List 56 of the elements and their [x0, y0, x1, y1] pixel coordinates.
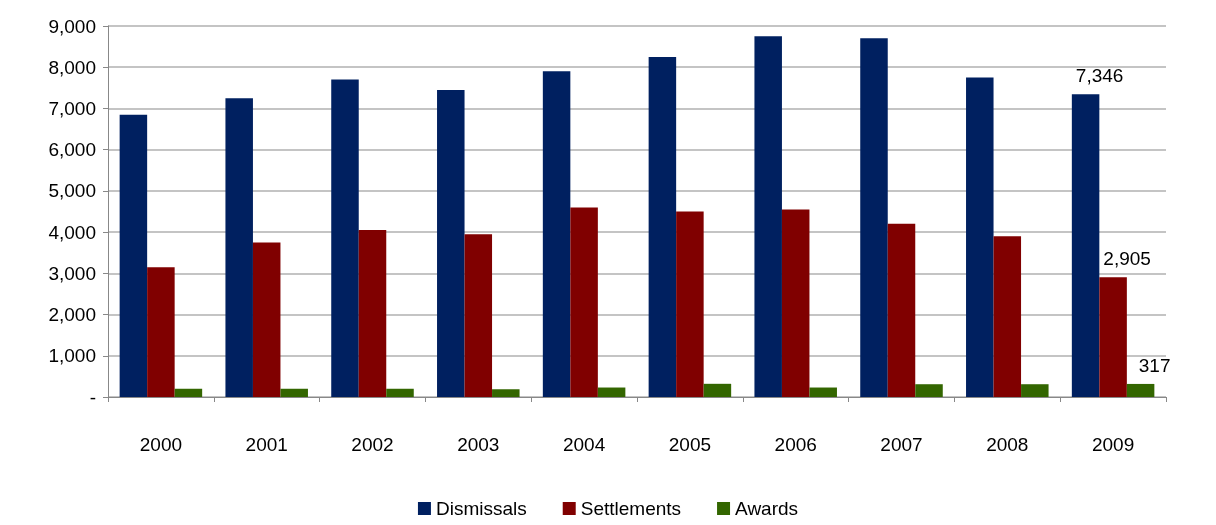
legend-label: Settlements: [580, 498, 682, 519]
legend-label: Awards: [735, 498, 799, 519]
bar: [225, 98, 253, 397]
bar: [887, 223, 916, 397]
bar: [1126, 383, 1155, 397]
bar: [966, 77, 994, 397]
x-tick-label: 2007: [880, 434, 923, 455]
y-tick-label: 9,000: [48, 15, 96, 37]
bar: [464, 234, 493, 397]
y-tick-label: -: [89, 386, 96, 408]
x-tick-label: 2009: [1091, 434, 1135, 455]
y-tick-label: 5,000: [48, 180, 96, 202]
bar: [119, 114, 148, 397]
y-tick-label: 8,000: [48, 56, 96, 78]
x-tick-label: 2006: [774, 434, 817, 455]
bar: [147, 267, 175, 397]
x-tick-label: 2008: [986, 434, 1029, 455]
bar: [993, 236, 1022, 397]
bar: [437, 89, 465, 397]
x-tick-label: 2000: [139, 434, 183, 455]
x-tick-label: 2001: [245, 434, 288, 455]
bar: [915, 384, 943, 397]
y-tick-label: 4,000: [48, 221, 96, 243]
bar: [331, 79, 359, 397]
bar: [703, 383, 732, 397]
bar: [358, 230, 387, 397]
bar: [386, 388, 414, 397]
bar: [809, 387, 837, 397]
bar: [1071, 94, 1100, 397]
x-tick-label: 2004: [562, 434, 606, 455]
x-tick-label: 2002: [351, 434, 394, 455]
x-tick-label: 2005: [668, 434, 712, 455]
y-tick-label: 3,000: [48, 262, 96, 284]
bar: [597, 387, 626, 397]
data-label: 2,905: [1103, 248, 1151, 270]
bar: [754, 36, 782, 397]
bar: [860, 38, 888, 397]
bar: [648, 56, 677, 397]
x-tick-label: 2003: [457, 434, 500, 455]
bar: [676, 211, 704, 397]
bar: [252, 242, 281, 397]
bar: [1099, 277, 1127, 397]
data-label: 317: [1138, 354, 1171, 376]
data-label: 7,346: [1075, 65, 1124, 87]
bar: [174, 388, 203, 397]
bar: [542, 71, 571, 397]
y-tick-label: 2,000: [48, 304, 96, 326]
bar: [781, 209, 810, 397]
legend-label: Dismissals: [435, 498, 527, 519]
bar: [570, 207, 598, 397]
y-tick-label: 1,000: [48, 345, 96, 367]
bar: [492, 389, 520, 397]
y-tick-label: 6,000: [48, 139, 96, 161]
bar: [1021, 384, 1049, 397]
y-tick-label: 7,000: [48, 97, 96, 119]
bar: [280, 388, 308, 397]
